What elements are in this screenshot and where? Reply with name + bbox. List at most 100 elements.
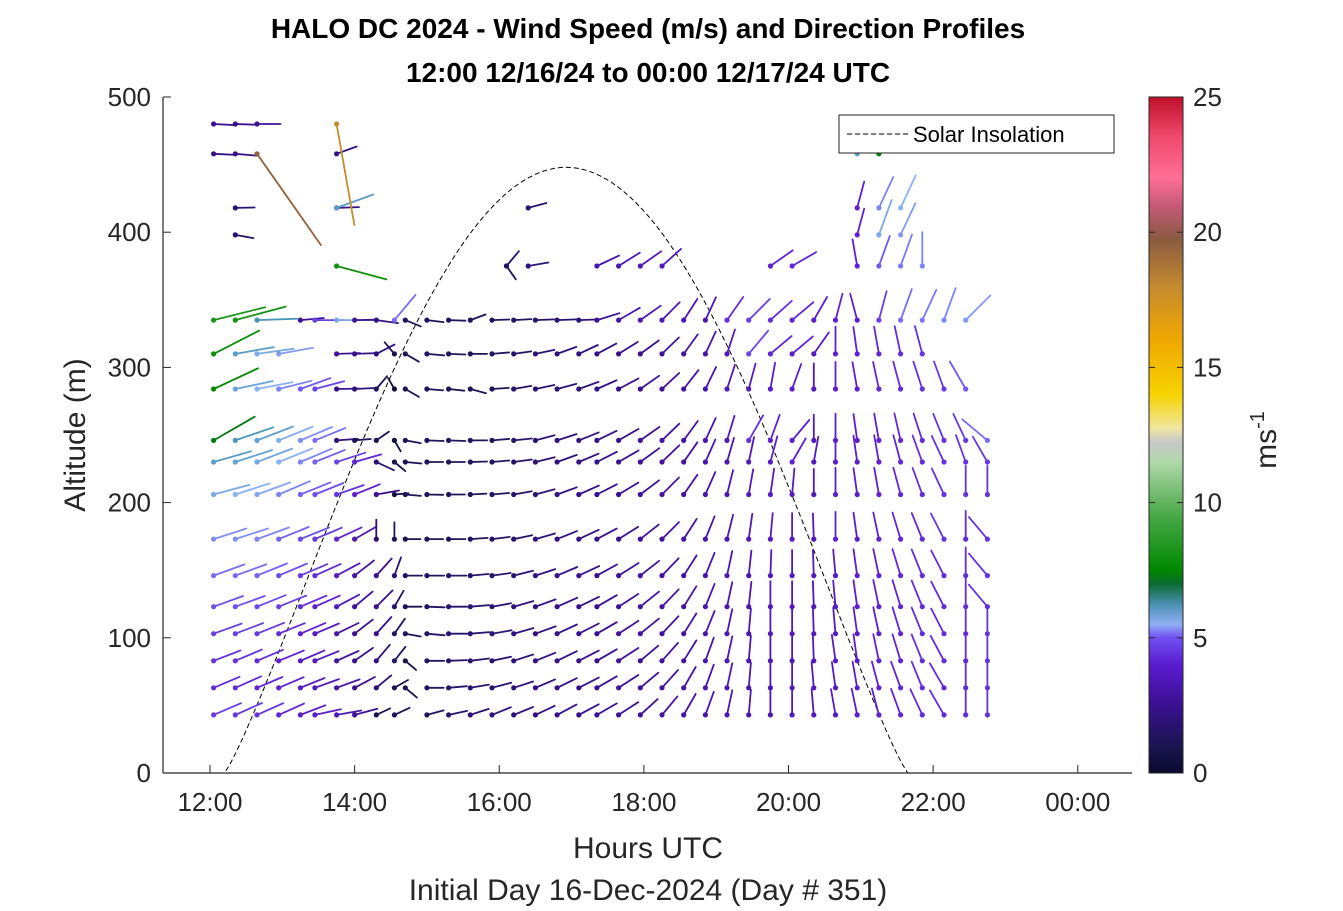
- wind-barb-dot: [746, 658, 752, 664]
- wind-barb-shaft: [505, 265, 517, 281]
- wind-barb-shaft: [234, 233, 255, 240]
- wind-barb: [576, 649, 600, 664]
- wind-barb-dot: [616, 317, 622, 323]
- wind-barb-shaft: [873, 325, 880, 355]
- wind-barb-shaft: [299, 594, 328, 608]
- wind-barb-shaft: [534, 598, 557, 608]
- wind-barb-shaft: [890, 660, 902, 689]
- wind-barb-shaft: [769, 335, 793, 355]
- wind-barb-dot: [594, 573, 600, 579]
- wind-barb-dot: [467, 459, 473, 465]
- wind-barb: [876, 199, 893, 238]
- wind-barb-shaft: [469, 537, 489, 540]
- wind-barb-shaft: [469, 313, 487, 322]
- wind-barb-dot: [898, 351, 904, 357]
- wind-barb: [594, 312, 621, 323]
- wind-barb: [637, 250, 663, 269]
- wind-barb-dot: [616, 437, 622, 443]
- wind-barb: [373, 459, 395, 472]
- wind-barb-dot: [963, 658, 969, 664]
- wind-barb-shaft: [769, 299, 793, 322]
- wind-barb: [912, 412, 925, 443]
- wind-barb-shaft: [556, 433, 578, 442]
- wind-barb: [724, 689, 734, 718]
- wind-barb-dot: [876, 205, 882, 211]
- wind-barb-dot: [554, 631, 560, 637]
- wind-barb-shaft: [726, 414, 736, 442]
- wind-barb-shaft: [871, 687, 880, 716]
- wind-barb: [929, 662, 947, 691]
- wind-barb: [554, 650, 578, 664]
- wind-barb: [297, 677, 326, 691]
- wind-barb-dot: [334, 491, 340, 498]
- wind-barb-shaft: [930, 607, 945, 635]
- wind-barb-dot: [446, 604, 452, 610]
- wind-barb: [746, 549, 753, 579]
- wind-barb-dot: [811, 712, 817, 718]
- wind-barb: [211, 527, 248, 542]
- wind-barb-shaft: [850, 687, 859, 716]
- wind-barb-shaft: [747, 362, 757, 390]
- wind-barb-dot: [554, 317, 560, 323]
- wind-barb-shaft: [856, 180, 866, 209]
- wind-barb-shaft: [726, 550, 734, 577]
- wind-barb-dot: [334, 151, 340, 157]
- wind-barb-dot: [424, 685, 430, 691]
- wind-barb: [211, 367, 259, 392]
- wind-barb-dot: [941, 712, 947, 718]
- wind-barb-shaft: [491, 602, 513, 608]
- wind-barb-dot: [789, 631, 795, 637]
- wind-barb: [254, 702, 285, 718]
- wind-barb-dot: [984, 573, 991, 579]
- wind-barb-dot: [616, 536, 622, 542]
- wind-barb-shaft: [469, 631, 491, 635]
- wind-barb-shaft: [617, 341, 639, 355]
- wind-barb: [637, 374, 660, 392]
- wind-barb: [297, 317, 325, 323]
- wind-barb-dot: [681, 685, 687, 691]
- wind-barb-dot: [373, 685, 379, 691]
- wind-barb-dot: [402, 573, 408, 579]
- wind-barb-shaft: [353, 707, 379, 716]
- wind-barb-shaft: [353, 387, 376, 390]
- wind-barb-shaft: [682, 441, 699, 463]
- wind-barb-dot: [746, 631, 752, 637]
- wind-barb: [767, 413, 781, 443]
- wind-barb-shaft: [747, 549, 753, 577]
- wind-barb-dot: [554, 685, 560, 691]
- wind-barb-shaft: [929, 635, 945, 662]
- wind-barb-dot: [767, 386, 774, 392]
- wind-barb-shaft: [234, 123, 260, 126]
- y-tick-label: 200: [108, 488, 151, 518]
- wind-barb: [511, 680, 534, 691]
- wind-barb-shaft: [791, 363, 803, 390]
- wind-barb: [961, 418, 991, 443]
- wind-barb-dot: [984, 631, 991, 637]
- wind-barb-dot: [334, 351, 340, 357]
- wind-barb: [532, 532, 556, 542]
- wind-barb-shaft: [596, 429, 618, 442]
- wind-barb-dot: [876, 604, 882, 610]
- wind-barb: [424, 658, 446, 664]
- wind-barb-dot: [594, 658, 600, 664]
- wind-barb-dot: [312, 712, 318, 718]
- wind-barb-dot: [489, 573, 495, 579]
- wind-barb: [930, 467, 947, 498]
- wind-barb-shaft: [375, 616, 393, 635]
- wind-barb: [852, 434, 860, 465]
- wind-barb-dot: [811, 536, 817, 542]
- wind-barb: [254, 447, 294, 465]
- wind-barb: [659, 444, 681, 465]
- wind-barb-dot: [702, 437, 709, 443]
- wind-barb-dot: [724, 351, 730, 357]
- wind-barb: [873, 434, 882, 465]
- wind-barb-dot: [811, 685, 817, 691]
- wind-barb: [254, 347, 295, 357]
- wind-barb: [232, 622, 265, 637]
- wind-barb: [789, 580, 795, 610]
- wind-barb-dot: [659, 631, 665, 637]
- wind-barb: [789, 467, 796, 498]
- wind-barb-shaft: [299, 481, 332, 496]
- wind-barb-shaft: [747, 329, 770, 355]
- wind-barb-shaft: [512, 534, 533, 540]
